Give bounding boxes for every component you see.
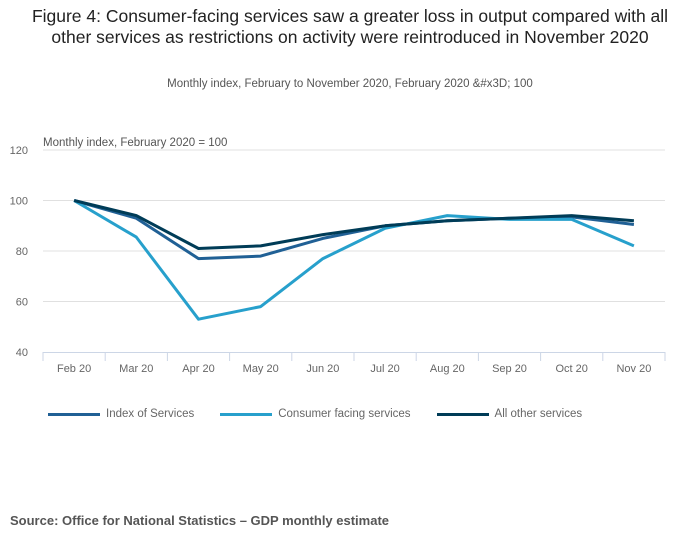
legend: Index of Services Consumer facing service… — [48, 408, 608, 420]
x-tick-label: Feb 20 — [57, 363, 91, 375]
legend-label: Index of Services — [106, 408, 195, 420]
legend-item: All other services — [436, 408, 583, 420]
legend-swatch — [436, 412, 489, 416]
x-tick-label: Oct 20 — [555, 363, 587, 375]
y-axis-ticks: 120 100 80 60 40 — [10, 145, 28, 359]
chart-title-text: Figure 4: Consumer-facing services saw a… — [31, 6, 669, 47]
x-tick-label: May 20 — [243, 363, 279, 375]
x-axis: Feb 20 Mar 20 Apr 20 May 20 Jun 20 Jul 20 Aug … — [42, 352, 666, 375]
series-line-all-other-services — [73, 199, 635, 250]
x-tick-label: Nov 20 — [616, 363, 651, 375]
x-tick-label: Jul 20 — [370, 363, 399, 375]
x-tick-label: Mar 20 — [119, 363, 153, 375]
y-tick-label: 120 — [10, 145, 28, 157]
chart-title: Figure 4: Consumer-facing services saw a… — [0, 6, 700, 48]
gridlines — [43, 149, 665, 302]
legend-item: Consumer facing services — [220, 408, 411, 420]
y-axis-label: Monthly index, February 2020 = 100 — [43, 137, 227, 149]
legend-swatch — [220, 412, 273, 416]
y-tick-label: 80 — [16, 246, 28, 258]
x-tick-label: Apr 20 — [182, 363, 214, 375]
y-tick-label: 60 — [16, 297, 28, 309]
source-note: Source: Office for National Statistics –… — [10, 513, 390, 528]
legend-label: All other services — [494, 408, 583, 420]
y-tick-label: 40 — [16, 347, 28, 359]
legend-label: Consumer facing services — [278, 408, 411, 420]
series-lines — [73, 199, 635, 321]
x-tick-label: Aug 20 — [430, 363, 465, 375]
line-chart: 120 100 80 60 40 Monthly index, February 202… — [10, 137, 666, 375]
series-line-consumer-facing-services — [73, 199, 635, 321]
legend-swatch — [48, 412, 100, 416]
legend-item: Index of Services — [48, 408, 194, 420]
chart-subtitle: Monthly index, February to November 2020… — [167, 78, 533, 90]
y-tick-label: 100 — [10, 196, 28, 208]
x-tick-label: Jun 20 — [306, 363, 339, 375]
x-tick-label: Sep 20 — [492, 363, 527, 375]
